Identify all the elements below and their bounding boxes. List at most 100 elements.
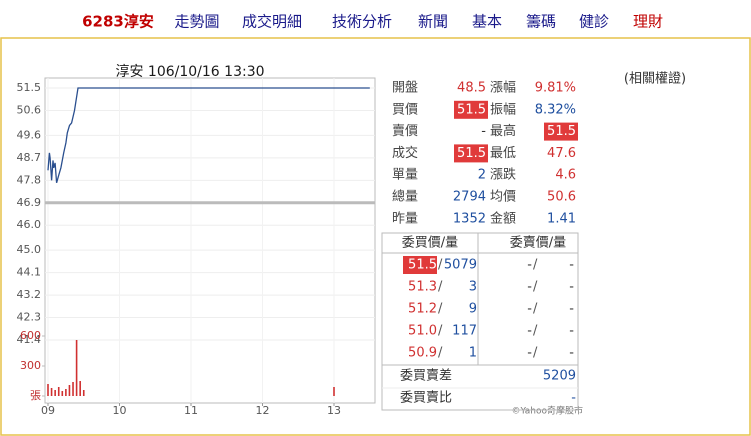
y-tick-label: 42.3 <box>17 311 42 324</box>
y-tick-label: 43.2 <box>17 288 42 301</box>
volume-bar <box>61 391 64 396</box>
bid-price: 51.3 <box>408 280 437 295</box>
quote-value: 2794 <box>453 190 486 205</box>
ask-qty: - <box>569 346 574 361</box>
summary-label: 委買賣比 <box>400 391 452 406</box>
separator: / <box>533 324 538 339</box>
y-tick-label: 49.6 <box>17 128 42 141</box>
volume-bar <box>54 390 56 396</box>
quote-value: 51.5 <box>457 146 486 161</box>
quote-label: 金額 <box>490 210 516 226</box>
ask-price: - <box>527 302 532 317</box>
quote-value: 4.6 <box>555 168 576 183</box>
volume-tick-label: 300 <box>20 359 41 372</box>
x-tick-label: 11 <box>184 404 198 417</box>
quote-label: 漲幅 <box>490 81 516 96</box>
volume-bar <box>72 382 74 396</box>
nav-stock[interactable]: 6283淳安 <box>82 13 154 31</box>
separator: / <box>533 258 538 273</box>
quote-value: - <box>481 124 486 139</box>
y-tick-label: 46.0 <box>17 218 42 231</box>
ask-price: - <box>527 280 532 295</box>
y-tick-label: 50.6 <box>17 103 42 116</box>
x-tick-label: 10 <box>113 404 127 417</box>
volume-bar <box>47 384 49 396</box>
separator: / <box>533 302 538 317</box>
x-tick-label: 13 <box>327 404 341 417</box>
summary-value: - <box>571 391 576 406</box>
separator: / <box>438 280 443 295</box>
separator: / <box>533 346 538 361</box>
y-tick-label: 44.1 <box>17 266 42 279</box>
order-book-heading: 委買價/量 <box>402 236 458 251</box>
quote-value: 50.6 <box>547 190 576 205</box>
x-tick-label: 12 <box>256 404 270 417</box>
quote-label: 最高 <box>490 123 516 139</box>
separator: / <box>533 280 538 295</box>
quote-value: 48.5 <box>457 81 486 96</box>
highlight <box>454 144 488 163</box>
highlight <box>454 100 488 119</box>
nav-item[interactable]: 理財 <box>633 13 663 31</box>
ask-qty: - <box>569 280 574 295</box>
related-link[interactable]: (相關權證) <box>624 71 686 87</box>
quote-label: 成交 <box>392 145 418 161</box>
quote-label: 買價 <box>392 102 418 117</box>
order-book-header <box>381 232 579 254</box>
y-tick-label: 48.7 <box>17 151 42 164</box>
order-book-heading: 委賣價/量 <box>510 236 566 251</box>
y-tick-label: 47.8 <box>17 173 42 186</box>
quote-label: 單量 <box>392 168 418 183</box>
quote-value: 9.81% <box>535 81 576 96</box>
quote-value: 8.32% <box>535 102 576 117</box>
chart-frame <box>44 77 376 404</box>
quote-value: 2 <box>478 168 486 183</box>
volume-tick-label: 張 <box>30 389 41 402</box>
price-line <box>47 87 370 183</box>
y-tick-label: 41.4 <box>17 333 42 346</box>
quote-label: 漲跌 <box>490 167 516 183</box>
nav-item[interactable]: 技術分析 <box>332 13 392 31</box>
quote-label: 最低 <box>490 146 516 161</box>
volume-bar <box>333 387 335 396</box>
nav-item[interactable]: 成交明細 <box>242 13 302 31</box>
quote-label: 昨量 <box>392 211 418 226</box>
bid-price: 51.2 <box>408 302 437 317</box>
summary-value: 5209 <box>543 369 576 384</box>
y-tick-label: 51.5 <box>17 81 42 94</box>
volume-bar <box>79 381 81 396</box>
bid-price: 51.0 <box>408 324 437 339</box>
ask-qty: - <box>569 258 574 273</box>
bid-qty: 1 <box>469 346 477 361</box>
quote-value: 47.6 <box>547 146 576 161</box>
separator: / <box>438 346 443 361</box>
x-tick-label: 09 <box>41 404 55 417</box>
quote-label: 均價 <box>490 190 516 205</box>
highlight <box>403 256 437 274</box>
volume-tick-label: 600 <box>20 329 41 342</box>
quote-label: 開盤 <box>392 81 418 96</box>
nav-item[interactable]: 基本 <box>472 13 502 31</box>
nav-item[interactable]: 新聞 <box>418 13 448 31</box>
volume-bar <box>50 388 53 396</box>
ask-qty: - <box>569 302 574 317</box>
quote-label: 總量 <box>392 189 418 205</box>
ask-price: - <box>527 346 532 361</box>
volume-bar <box>68 385 71 396</box>
nav-item[interactable]: 籌碼 <box>526 13 556 31</box>
ask-price: - <box>527 258 532 273</box>
quote-value: 51.5 <box>457 102 486 117</box>
y-tick-label: 46.9 <box>17 196 42 209</box>
nav-item[interactable]: 走勢圖 <box>174 13 219 31</box>
bid-price: 50.9 <box>408 346 437 361</box>
quote-value: 51.5 <box>547 124 576 139</box>
bid-qty: 5079 <box>444 258 477 273</box>
nav-item[interactable]: 健診 <box>579 13 609 31</box>
quote-value: 1352 <box>453 211 486 226</box>
y-tick-label: 45.0 <box>17 243 42 256</box>
volume-bar <box>57 387 60 396</box>
volume-bar <box>75 340 78 396</box>
quote-label: 振幅 <box>490 102 516 117</box>
